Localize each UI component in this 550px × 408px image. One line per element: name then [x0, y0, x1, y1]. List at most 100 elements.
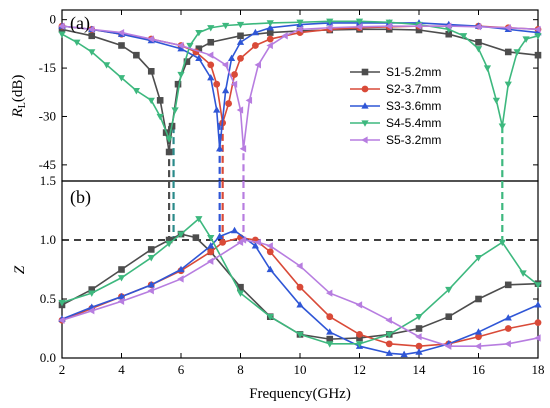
series-s2-3-7mm: [58, 22, 542, 127]
data-point: [281, 32, 288, 40]
data-point: [296, 283, 304, 291]
y-tick-label: 1.0: [40, 232, 56, 247]
data-point: [444, 22, 452, 30]
data-point: [117, 28, 125, 37]
series-s4-5-4mm: [58, 18, 542, 143]
data-point: [177, 231, 185, 238]
data-point: [251, 28, 260, 36]
panel-a-ticks: 0 -15 -30 -45: [39, 10, 539, 172]
data-point: [385, 349, 393, 356]
data-point: [221, 86, 230, 94]
data-point: [156, 97, 164, 104]
series-line-s3-3-6mm: [61, 22, 539, 149]
data-point: [230, 226, 239, 234]
data-point: [534, 25, 541, 33]
legend-label: S2-3.7mm: [386, 82, 441, 96]
series-line-s4-5-4mm: [61, 20, 539, 142]
data-point: [251, 42, 259, 49]
data-point: [237, 32, 244, 40]
data-point: [230, 80, 238, 88]
data-point: [195, 216, 203, 223]
data-point: [192, 234, 200, 241]
x-tick-label: 18: [532, 362, 545, 377]
data-point: [117, 75, 126, 82]
data-point: [165, 148, 173, 156]
data-point: [534, 282, 542, 289]
x-tick-label: 2: [59, 362, 66, 377]
data-point: [207, 235, 215, 242]
data-point: [216, 232, 224, 240]
data-point: [239, 236, 247, 244]
data-point: [415, 333, 422, 341]
data-point: [513, 49, 521, 56]
panel-b: 0.0 0.5 1.0 1.5 2 4 6 8 10 12 14 16 18 (b) Z Frequen…: [12, 173, 545, 402]
legend-label: S1-5.2mm: [386, 65, 441, 79]
data-point: [534, 334, 541, 342]
data-point: [147, 35, 154, 43]
data-point: [118, 42, 125, 49]
data-point: [296, 19, 304, 27]
data-point: [221, 61, 229, 69]
data-point: [147, 68, 155, 75]
legend-item-s5-3-2mm: S5-3.2mm: [350, 133, 441, 147]
legend-marker: [361, 68, 369, 76]
data-point: [522, 36, 530, 43]
data-point: [483, 65, 492, 72]
data-point: [254, 238, 261, 246]
data-point: [102, 62, 111, 69]
panel-a-label: (a): [70, 13, 90, 34]
data-point: [459, 33, 468, 40]
data-point: [177, 71, 185, 79]
x-tick-label: 14: [413, 362, 427, 377]
data-point: [88, 49, 96, 56]
data-point: [326, 341, 334, 348]
series-s1-5-2mm: [58, 26, 542, 156]
data-point: [207, 73, 215, 81]
data-point: [239, 145, 247, 153]
data-point: [147, 255, 155, 262]
data-point: [177, 275, 184, 283]
data-point: [475, 295, 482, 303]
series-line-s1-5-2mm: [61, 28, 539, 153]
y-tick-label: -15: [39, 60, 56, 75]
x-tick-label: 12: [353, 362, 366, 377]
data-point: [266, 248, 274, 256]
data-point: [492, 97, 500, 105]
data-point: [504, 281, 512, 289]
data-point: [58, 22, 65, 30]
data-point: [534, 51, 542, 59]
data-point: [519, 270, 527, 277]
data-point: [88, 32, 96, 40]
x-tick-label: 4: [118, 362, 125, 377]
data-point: [195, 29, 203, 37]
data-point: [156, 113, 164, 121]
data-point: [165, 240, 173, 248]
data-point: [88, 290, 96, 297]
legend-marker: [361, 120, 369, 127]
data-point: [236, 21, 245, 29]
data-point: [171, 107, 179, 114]
data-point: [475, 333, 482, 341]
data-point: [355, 341, 364, 348]
data-point: [213, 80, 221, 88]
x-tick-label: 6: [178, 362, 185, 377]
data-point: [415, 314, 423, 321]
data-point: [498, 123, 506, 130]
data-point: [206, 51, 214, 59]
data-point: [355, 301, 363, 309]
data-point: [474, 342, 482, 350]
data-point: [216, 144, 224, 152]
panel-b-series: [58, 216, 542, 358]
data-point: [504, 24, 511, 32]
data-point: [504, 314, 512, 321]
data-point: [504, 325, 512, 332]
data-point: [415, 348, 423, 355]
legend-marker: [361, 136, 368, 144]
data-point: [58, 31, 66, 38]
data-point: [251, 242, 260, 249]
data-point: [133, 51, 140, 59]
panel-a: 0 -15 -30 -45 (a) RL(dB) S1-5.2mm S2-3.7mm S3…: [10, 9, 542, 182]
data-point: [207, 25, 215, 32]
data-point: [385, 340, 393, 348]
